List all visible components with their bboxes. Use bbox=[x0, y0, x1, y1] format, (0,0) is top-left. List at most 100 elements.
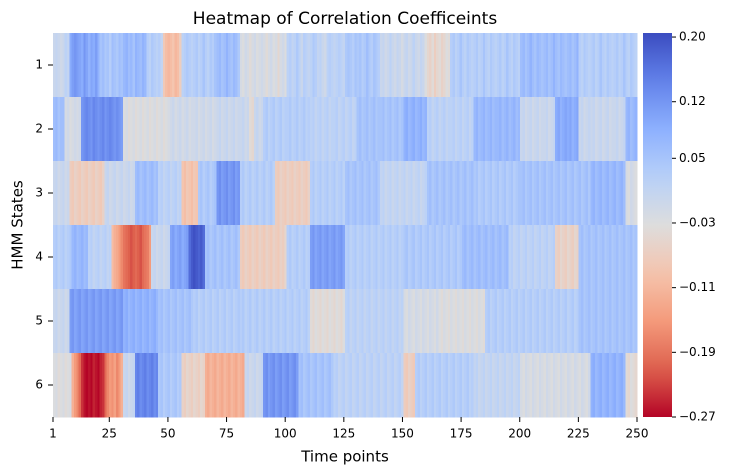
heatmap-cell bbox=[237, 353, 241, 418]
heatmap-cell bbox=[412, 33, 416, 98]
heatmap-cell bbox=[120, 225, 124, 290]
heatmap-cell bbox=[494, 161, 498, 226]
heatmap-cell bbox=[403, 33, 407, 98]
heatmap-cell bbox=[359, 97, 362, 162]
heatmap-cell bbox=[71, 225, 75, 290]
heatmap-cell bbox=[513, 33, 517, 98]
heatmap-cell bbox=[330, 289, 334, 354]
heatmap-cell bbox=[615, 289, 619, 354]
heatmap-cell bbox=[57, 97, 61, 162]
heatmap-cell bbox=[57, 225, 61, 290]
heatmap-cell bbox=[267, 289, 271, 354]
heatmap-cell bbox=[394, 97, 397, 162]
heatmap-cell bbox=[571, 225, 575, 290]
heatmap-cell bbox=[69, 289, 73, 354]
heatmap-cell bbox=[489, 161, 493, 226]
heatmap-cell bbox=[436, 33, 440, 98]
heatmap-cell bbox=[447, 353, 451, 418]
heatmap-cell bbox=[99, 161, 103, 226]
heatmap-cell bbox=[246, 353, 250, 418]
heatmap-cell bbox=[503, 289, 507, 354]
heatmap-cell bbox=[211, 97, 215, 162]
heatmap-cell bbox=[64, 33, 68, 98]
heatmap-cell bbox=[352, 161, 355, 226]
heatmap-cell bbox=[62, 33, 66, 98]
heatmap-cell bbox=[548, 161, 552, 226]
heatmap-cell bbox=[267, 225, 271, 290]
heatmap-cell bbox=[450, 289, 454, 354]
x-tick-label: 125 bbox=[332, 427, 355, 441]
heatmap-cell bbox=[181, 161, 185, 226]
heatmap-cell bbox=[60, 225, 63, 290]
heatmap-cell bbox=[228, 289, 232, 354]
heatmap-cell bbox=[625, 225, 629, 290]
heatmap-cell bbox=[253, 225, 257, 290]
heatmap-cell bbox=[597, 289, 601, 354]
heatmap-cell bbox=[319, 225, 323, 290]
heatmap-cell bbox=[361, 353, 365, 418]
heatmap-cell bbox=[599, 353, 603, 418]
heatmap-cell bbox=[216, 289, 220, 354]
heatmap-cell bbox=[473, 161, 477, 226]
heatmap-cell bbox=[557, 289, 561, 354]
heatmap-cell bbox=[590, 353, 594, 418]
heatmap-cell bbox=[111, 225, 115, 290]
heatmap-cell bbox=[510, 225, 514, 290]
heatmap-cell bbox=[632, 289, 636, 354]
heatmap-cell bbox=[167, 161, 171, 226]
heatmap-cell bbox=[366, 353, 369, 418]
heatmap-cell bbox=[342, 225, 346, 290]
heatmap-cell bbox=[167, 289, 171, 354]
heatmap-cell bbox=[506, 33, 510, 98]
y-axis-label: HMM States bbox=[9, 180, 27, 270]
heatmap-cell bbox=[279, 289, 283, 354]
heatmap-cell bbox=[62, 161, 66, 226]
heatmap-cell bbox=[417, 289, 421, 354]
heatmap-cell bbox=[482, 97, 486, 162]
heatmap-cell bbox=[592, 353, 596, 418]
heatmap-cell bbox=[410, 33, 414, 98]
heatmap-cell bbox=[408, 289, 412, 354]
heatmap-cell bbox=[256, 353, 260, 418]
heatmap-cell bbox=[366, 289, 369, 354]
heatmap-cell bbox=[81, 225, 84, 290]
heatmap-cell bbox=[120, 161, 124, 226]
heatmap-cell bbox=[555, 161, 559, 226]
x-tick-label: 50 bbox=[160, 427, 175, 441]
heatmap-cell bbox=[375, 225, 379, 290]
heatmap-cell bbox=[291, 33, 295, 98]
heatmap-cell bbox=[249, 225, 253, 290]
heatmap-cell bbox=[536, 225, 540, 290]
heatmap-cell bbox=[580, 225, 584, 290]
heatmap-cell bbox=[622, 353, 626, 418]
heatmap-cell bbox=[520, 33, 524, 98]
heatmap-cell bbox=[480, 33, 484, 98]
heatmap-cell bbox=[202, 289, 206, 354]
heatmap-cell bbox=[412, 97, 416, 162]
heatmap-cell bbox=[578, 33, 582, 98]
heatmap-cell bbox=[412, 225, 416, 290]
heatmap-cell bbox=[132, 33, 136, 98]
heatmap-cell bbox=[632, 97, 636, 162]
heatmap-cell bbox=[627, 289, 631, 354]
heatmap-cell bbox=[272, 289, 276, 354]
heatmap-cell bbox=[132, 97, 136, 162]
heatmap-cell bbox=[123, 225, 127, 290]
heatmap-cell bbox=[587, 289, 591, 354]
heatmap-cell bbox=[534, 225, 538, 290]
heatmap-cell bbox=[293, 97, 297, 162]
heatmap-cell bbox=[578, 97, 582, 162]
heatmap-cell bbox=[515, 289, 519, 354]
heatmap-cell bbox=[90, 225, 94, 290]
heatmap-cell bbox=[352, 97, 355, 162]
heatmap-cell bbox=[57, 33, 61, 98]
heatmap-cell bbox=[55, 33, 59, 98]
heatmap-cell bbox=[436, 97, 440, 162]
heatmap-cell bbox=[202, 161, 206, 226]
heatmap-cell bbox=[97, 353, 101, 418]
heatmap-cell bbox=[291, 289, 295, 354]
heatmap-cell bbox=[286, 161, 290, 226]
heatmap-cell bbox=[620, 225, 624, 290]
heatmap-cell bbox=[597, 161, 601, 226]
